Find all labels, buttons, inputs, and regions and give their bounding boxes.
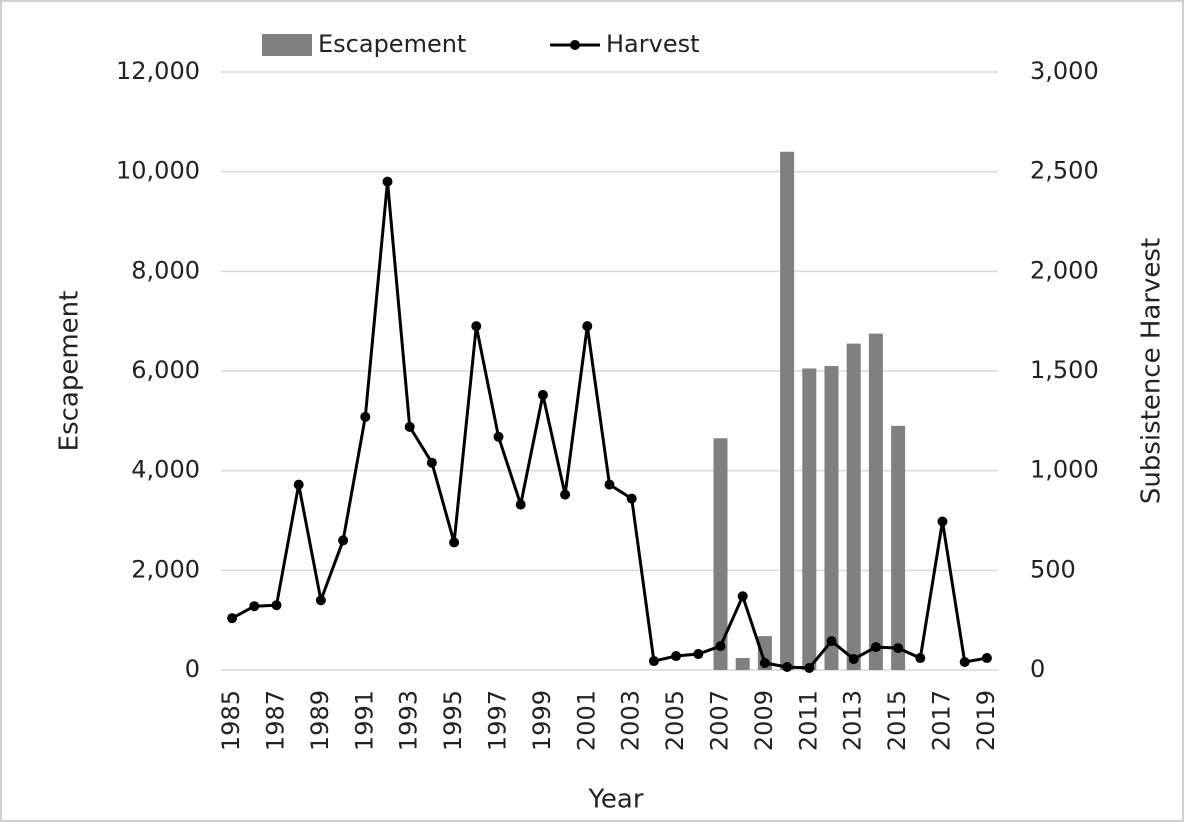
x-tick-label: 2001 (572, 690, 600, 751)
harvest-point (271, 600, 282, 611)
harvest-point (493, 431, 504, 442)
y2-axis-title: Subsistence Harvest (1137, 238, 1167, 504)
harvest-point (249, 601, 260, 612)
bar (735, 658, 750, 670)
y2-tick-label: 1,000 (1030, 456, 1099, 484)
harvest-point (671, 651, 682, 662)
harvest-point (471, 321, 482, 332)
harvest-point (449, 537, 460, 548)
x-tick-label: 1993 (395, 690, 423, 751)
harvest-point (782, 662, 793, 673)
x-tick-label: 2013 (839, 690, 867, 751)
harvest-point (560, 489, 571, 500)
harvest-point (804, 663, 815, 674)
harvest-point (626, 493, 637, 504)
bar (891, 425, 906, 670)
harvest-point (848, 654, 859, 665)
y-axis-title: Escapement (55, 291, 85, 452)
harvest-point (604, 479, 615, 490)
bar (846, 343, 861, 670)
harvest-point (515, 499, 526, 510)
x-tick-label: 1997 (484, 690, 512, 751)
harvest-point (360, 411, 371, 422)
y-tick-label: 4,000 (131, 456, 200, 484)
x-tick-label: 2019 (972, 690, 1000, 751)
x-tick-label: 2011 (794, 690, 822, 751)
harvest-point (426, 457, 437, 468)
x-tick-label: 2005 (661, 690, 689, 751)
y-tick-label: 6,000 (131, 356, 200, 384)
y2-tick-label: 3,000 (1030, 57, 1099, 85)
harvest-point (227, 613, 238, 624)
x-tick-label: 1987 (262, 690, 290, 751)
legend-swatch-dot (570, 40, 580, 50)
harvest-point (338, 535, 349, 546)
bar (802, 368, 817, 670)
legend-swatch (262, 34, 312, 56)
harvest-point (315, 595, 326, 606)
y-tick-label: 12,000 (116, 57, 200, 85)
x-tick-label: 1995 (439, 690, 467, 751)
y-tick-label: 0 (185, 655, 200, 683)
x-tick-label: 1999 (528, 690, 556, 751)
bar (868, 333, 883, 670)
harvest-point (537, 389, 548, 400)
bar (713, 438, 728, 670)
y2-tick-label: 0 (1030, 655, 1045, 683)
bar (780, 151, 795, 670)
x-tick-label: 2003 (617, 690, 645, 751)
harvest-point (715, 641, 726, 652)
y-tick-label: 2,000 (131, 555, 200, 583)
harvest-point (582, 321, 593, 332)
harvest-point (893, 643, 904, 654)
harvest-point (648, 656, 659, 667)
x-tick-label: 2015 (883, 690, 911, 751)
harvest-point (759, 658, 770, 669)
y2-tick-label: 500 (1030, 555, 1076, 583)
bar (824, 366, 839, 670)
x-tick-label: 1985 (217, 690, 245, 751)
harvest-point (915, 653, 926, 664)
y2-tick-label: 1,500 (1030, 356, 1099, 384)
harvest-point (737, 591, 748, 602)
legend-label: Escapement (318, 30, 466, 58)
legend-label: Harvest (606, 30, 700, 58)
harvest-point (404, 421, 415, 432)
harvest-point (981, 653, 992, 664)
y2-tick-label: 2,500 (1030, 157, 1099, 185)
harvest-point (693, 649, 704, 660)
x-tick-label: 2009 (750, 690, 778, 751)
harvest-point (937, 516, 948, 527)
y-tick-label: 8,000 (131, 256, 200, 284)
harvest-point (293, 479, 304, 490)
x-tick-label: 2007 (706, 690, 734, 751)
y2-tick-label: 2,000 (1030, 256, 1099, 284)
x-tick-label: 1991 (350, 690, 378, 751)
harvest-point (382, 176, 393, 187)
x-axis-title: Year (587, 785, 643, 815)
harvest-point (826, 636, 837, 647)
x-tick-label: 2017 (928, 690, 956, 751)
harvest-point (959, 657, 970, 668)
harvest-point (870, 642, 881, 653)
y-tick-label: 10,000 (116, 157, 200, 185)
x-tick-label: 1989 (306, 690, 334, 751)
